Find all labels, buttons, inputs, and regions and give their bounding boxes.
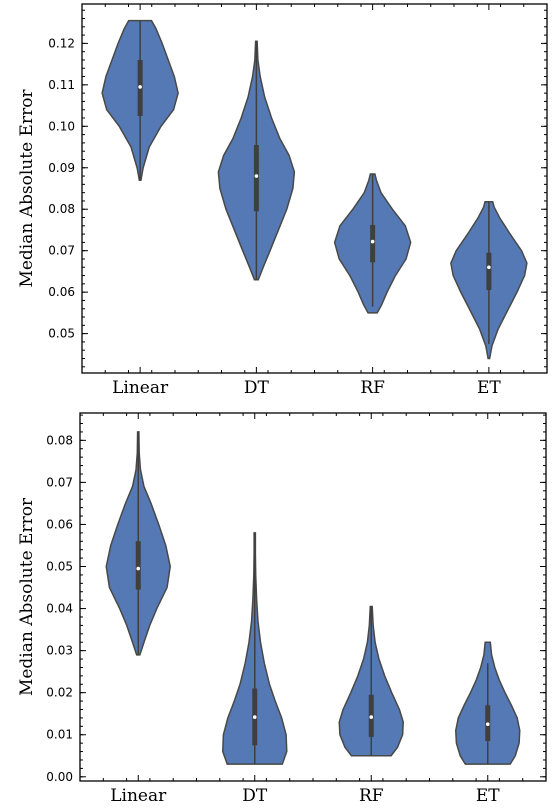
violin-rf: [338, 605, 405, 757]
y-tick-label: 0.05: [48, 327, 75, 341]
y-tick-label: 0.06: [48, 285, 75, 299]
x-category-label: Linear: [110, 786, 167, 806]
y-tick-label: 0.04: [46, 602, 73, 616]
panel-1: 0.05 0.06 0.07 0.08 0.09 0.10 0.11 0.12 Linear DT…: [17, 3, 548, 398]
violin-median-dot: [370, 239, 375, 244]
y-tick-label: 0.00: [46, 770, 73, 784]
violin-dt: [217, 40, 296, 281]
y-tick-label: 0.07: [48, 244, 75, 258]
violin-median-dot: [136, 566, 141, 571]
x-category-label: ET: [476, 786, 500, 806]
panel-2: 0.00 0.01 0.02 0.03 0.04 0.05 0.06 0.07 0.08 Line…: [17, 412, 547, 806]
violin-rf: [333, 173, 412, 314]
x-category-label: RF: [360, 378, 385, 398]
y-tick-label: 0.01: [46, 728, 73, 742]
violin-median-dot: [252, 715, 257, 719]
y-axis-label: Median Absolute Error: [17, 89, 37, 288]
violin-linear: [105, 431, 172, 656]
y-tick-label: 0.09: [48, 161, 75, 175]
y-axis-label: Median Absolute Error: [17, 497, 37, 696]
x-category-label: RF: [359, 786, 384, 806]
x-category-label: DT: [244, 378, 270, 398]
violin-median-dot: [138, 85, 142, 89]
y-tick-label: 0.05: [46, 560, 73, 574]
y-tick-label: 0.12: [48, 36, 75, 50]
y-tick-label: 0.10: [48, 119, 75, 133]
violin-linear: [101, 19, 179, 181]
y-tick-label: 0.08: [48, 202, 75, 216]
y-tick-label: 0.07: [46, 475, 73, 489]
x-category-label: DT: [242, 786, 268, 806]
violin-dt: [221, 532, 288, 765]
x-category-label: ET: [477, 378, 501, 398]
violin-et: [454, 641, 521, 765]
x-category-label: Linear: [112, 378, 169, 398]
violin-median-dot: [254, 174, 259, 178]
y-tick-label: 0.08: [46, 433, 73, 447]
y-tick-label: 0.06: [46, 517, 73, 531]
y-tick-label: 0.03: [46, 644, 73, 658]
violin-median-dot: [369, 715, 374, 719]
violin-et: [450, 201, 528, 360]
y-tick-label: 0.02: [46, 686, 73, 700]
y-tick-label: 0.11: [48, 78, 75, 92]
violin-median-dot: [487, 265, 491, 270]
violin-median-dot: [485, 722, 490, 727]
